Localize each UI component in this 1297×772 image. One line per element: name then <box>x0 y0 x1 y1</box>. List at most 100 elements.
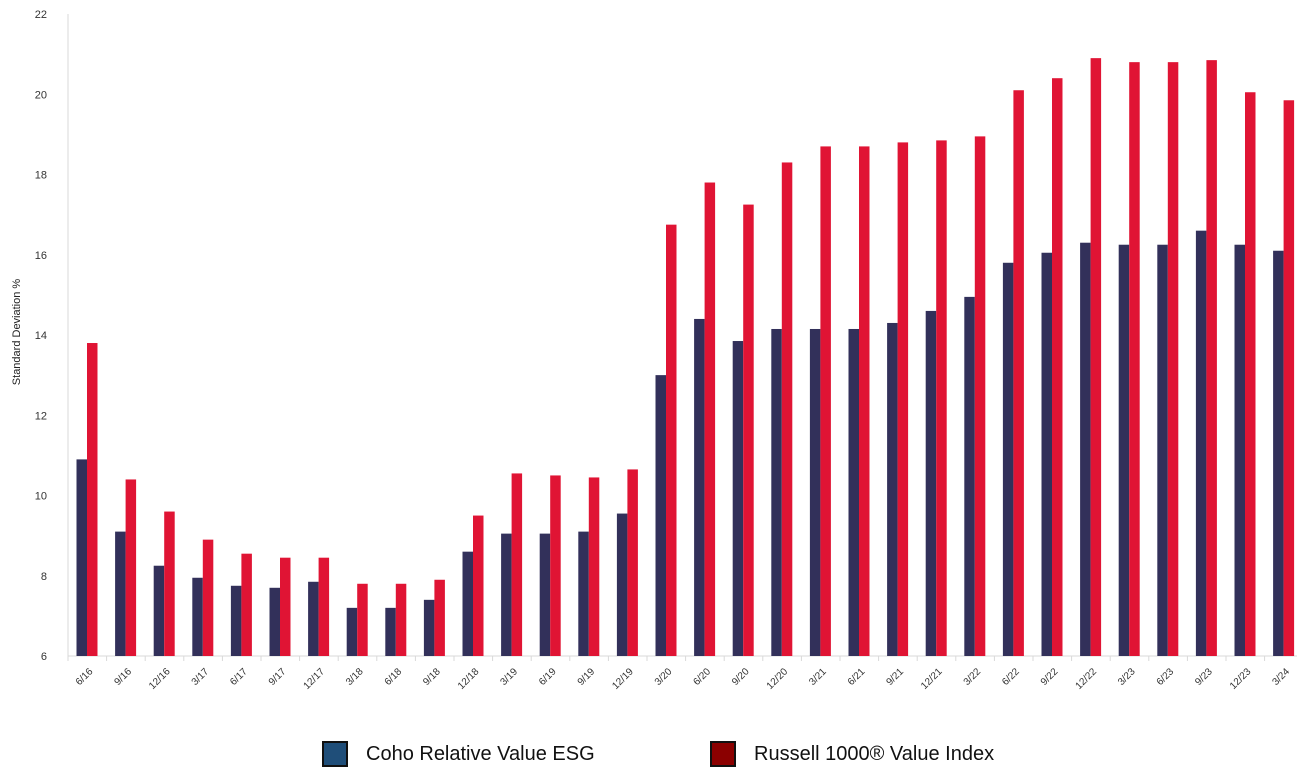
bar-coho <box>192 577 203 656</box>
x-tick-label: 12/23 <box>1228 666 1254 692</box>
x-tick-label: 12/18 <box>456 666 482 692</box>
legend-label-russell: Russell 1000® Value Index <box>754 742 995 765</box>
bar-russell <box>743 204 754 656</box>
x-tick-label: 3/19 <box>498 666 520 688</box>
bar-russell <box>974 136 986 656</box>
bar-coho <box>1002 262 1014 656</box>
bar-russell <box>1206 60 1217 656</box>
bar-russell <box>897 142 909 656</box>
bar-russell <box>357 583 368 656</box>
bar-russell <box>318 557 330 656</box>
bar-russell <box>666 224 677 656</box>
bar-russell <box>1090 58 1102 656</box>
y-tick-label: 16 <box>35 250 47 262</box>
bar-coho <box>925 310 937 656</box>
bar-chart: 6 8 10 12 14 16 18 20 22 6/16 9/16 12/16 3/17 6/17 9/… <box>11 9 1297 692</box>
bar-russell <box>473 515 484 656</box>
x-tick-label: 6/17 <box>228 666 250 688</box>
x-tick-label: 9/18 <box>421 666 443 688</box>
bar-russell <box>241 553 252 656</box>
bar-coho <box>809 328 821 656</box>
bar-russell <box>588 477 600 656</box>
bar-russell <box>87 343 98 656</box>
bar-coho <box>230 585 242 656</box>
bar-coho <box>115 531 126 656</box>
y-tick-label: 22 <box>35 9 47 21</box>
x-tick-label: 9/19 <box>576 666 598 688</box>
bar-coho <box>887 322 898 656</box>
bar-russell <box>1283 100 1295 656</box>
bar-coho <box>501 533 512 656</box>
x-tick-label: 12/19 <box>610 666 636 692</box>
x-tick-label: 9/23 <box>1193 666 1215 688</box>
y-axis-label: Standard Deviation % <box>11 279 23 386</box>
bar-russell <box>1167 62 1179 656</box>
legend-item-coho: Coho Relative Value ESG <box>322 738 595 770</box>
y-tick-label: 10 <box>35 491 47 503</box>
chart-bars <box>76 58 1295 657</box>
x-tick-label: 6/20 <box>691 666 713 688</box>
bar-russell <box>704 182 716 656</box>
bar-coho <box>1273 250 1284 657</box>
x-tick-label: 9/20 <box>730 666 752 688</box>
y-axis-ticks: 6 8 10 12 14 16 18 20 22 <box>35 9 47 663</box>
y-tick-label: 14 <box>35 330 47 342</box>
bar-coho <box>308 581 319 656</box>
bar-coho <box>539 533 551 656</box>
x-tick-label: 6/19 <box>537 666 559 688</box>
chart-axes <box>67 14 1297 657</box>
x-tick-label: 12/16 <box>147 666 173 692</box>
bar-russell <box>859 146 870 656</box>
x-tick-label: 9/22 <box>1039 666 1061 688</box>
x-tick-label: 12/22 <box>1074 666 1100 692</box>
bar-coho <box>269 587 280 656</box>
bar-coho <box>1195 230 1207 657</box>
x-tick-label: 9/16 <box>112 666 134 688</box>
bar-coho <box>655 375 666 657</box>
legend-swatch-coho <box>322 741 348 767</box>
x-tick-label: 3/21 <box>807 666 829 688</box>
bar-coho <box>616 513 628 656</box>
bar-coho <box>694 318 705 656</box>
x-tick-label: 12/21 <box>919 666 945 692</box>
bar-russell <box>781 162 793 656</box>
x-tick-label: 12/17 <box>302 666 328 692</box>
x-tick-label: 3/17 <box>190 666 212 688</box>
bar-russell <box>164 511 175 656</box>
legend-label-coho: Coho Relative Value ESG <box>366 742 595 765</box>
x-tick-label: 3/24 <box>1270 666 1292 688</box>
bar-russell <box>395 583 407 656</box>
bar-russell <box>434 579 445 656</box>
bar-coho <box>848 328 859 656</box>
bar-russell <box>1129 62 1140 656</box>
bar-russell <box>125 479 137 656</box>
legend-item-russell: Russell 1000® Value Index <box>710 738 994 770</box>
x-axis-ticks: 6/16 9/16 12/16 3/17 6/17 9/17 12/17 3/18 6/18 9/… <box>67 656 1292 692</box>
bar-russell <box>1052 78 1063 656</box>
x-tick-label: 3/22 <box>962 666 984 688</box>
legend: Coho Relative Value ESG Russell 1000® Va… <box>0 738 1297 770</box>
y-tick-label: 6 <box>41 651 47 663</box>
bar-russell <box>550 475 561 656</box>
y-tick-label: 20 <box>35 89 47 101</box>
x-tick-label: 3/20 <box>653 666 675 688</box>
bar-coho <box>732 341 744 656</box>
bar-russell <box>511 473 523 656</box>
bar-russell <box>936 140 947 656</box>
x-tick-label: 9/17 <box>267 666 289 688</box>
bar-russell <box>820 146 831 656</box>
bar-russell <box>1245 92 1256 657</box>
bar-coho <box>153 565 165 656</box>
bar-russell <box>280 557 291 656</box>
bar-coho <box>964 296 975 656</box>
x-tick-label: 6/23 <box>1155 666 1177 688</box>
legend-swatch-russell <box>710 741 736 767</box>
x-tick-label: 6/21 <box>846 666 868 688</box>
bar-russell <box>202 539 214 656</box>
bar-coho <box>1234 244 1245 656</box>
x-tick-label: 9/21 <box>884 666 906 688</box>
y-tick-label: 18 <box>35 170 47 182</box>
bar-coho <box>578 531 589 656</box>
x-tick-label: 6/18 <box>383 666 405 688</box>
bar-coho <box>462 551 473 656</box>
